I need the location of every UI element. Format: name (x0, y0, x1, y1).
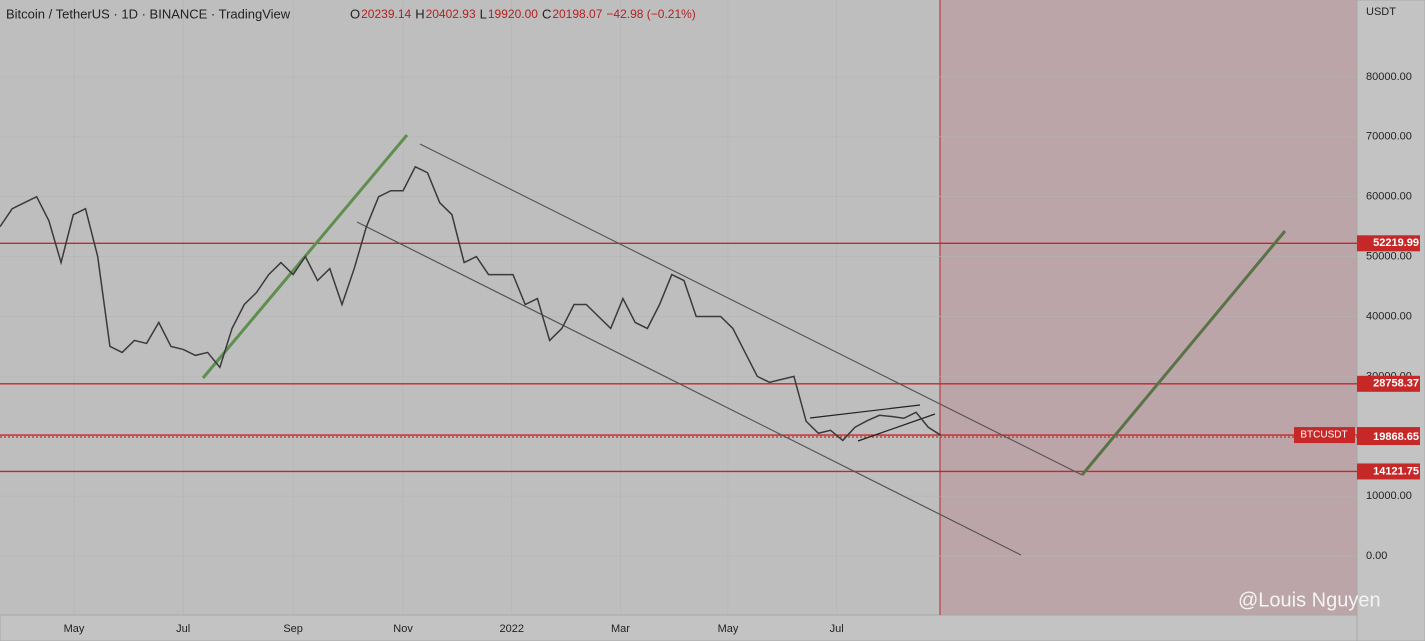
y-unit: USDT (1366, 6, 1396, 18)
ohlc-label: L (480, 6, 487, 21)
price-tag-label: 14121.75 (1373, 465, 1419, 477)
symbol-tag (1294, 427, 1355, 444)
ohlc-label: H (415, 6, 424, 21)
projection-line (1080, 230, 1287, 476)
wedge-line (809, 404, 921, 419)
x-tick-label: Mar (611, 623, 630, 635)
price-tag-label: 52219.99 (1373, 237, 1419, 249)
wedge-line (857, 413, 936, 442)
price-tag (1357, 235, 1420, 252)
price-axis (1356, 0, 1425, 641)
price-line (0, 165, 941, 442)
channel-line (419, 143, 1083, 476)
time-axis (0, 614, 1358, 641)
y-tick-label: 60000.00 (1366, 191, 1412, 203)
symbol-tag-label: BTCUSDT (1300, 430, 1347, 441)
ohlc-value: 20239.14 (361, 7, 411, 21)
y-tick-label: 70000.00 (1366, 131, 1412, 143)
price-tag-label: 19868.65 (1373, 431, 1419, 443)
ohlc-label: O (350, 6, 360, 21)
channel-line (356, 221, 1022, 556)
x-tick-label: Sep (283, 623, 303, 635)
x-tick-label: May (718, 623, 739, 635)
ohlc-label: C (542, 6, 551, 21)
y-tick-label: 10000.00 (1366, 490, 1412, 502)
y-tick-label: 0.00 (1366, 550, 1387, 562)
ohlc-value: 20402.93 (426, 7, 476, 21)
watermark: @Louis Nguyen (1238, 589, 1381, 611)
price-tag (1357, 429, 1420, 446)
change: −42.98 (−0.21%) (606, 7, 695, 21)
chart-title: Bitcoin / TetherUS · 1D · BINANCE · Trad… (6, 6, 291, 21)
price-tag (1357, 463, 1420, 480)
x-tick-label: Nov (393, 623, 413, 635)
ohlc-value: 20198.07 (552, 7, 602, 21)
y-tick-label: 40000.00 (1366, 310, 1412, 322)
y-tick-label: 80000.00 (1366, 71, 1412, 83)
y-tick-label: 50000.00 (1366, 251, 1412, 263)
ohlc-value: 19920.00 (488, 7, 538, 21)
x-tick-label: 2022 (500, 623, 524, 635)
x-tick-label: Jul (830, 623, 844, 635)
x-tick-label: Jul (176, 623, 190, 635)
price-tag (1357, 375, 1420, 392)
price-tag-label: 28758.37 (1373, 378, 1419, 390)
future-region (940, 0, 1357, 615)
x-tick-label: May (64, 623, 85, 635)
